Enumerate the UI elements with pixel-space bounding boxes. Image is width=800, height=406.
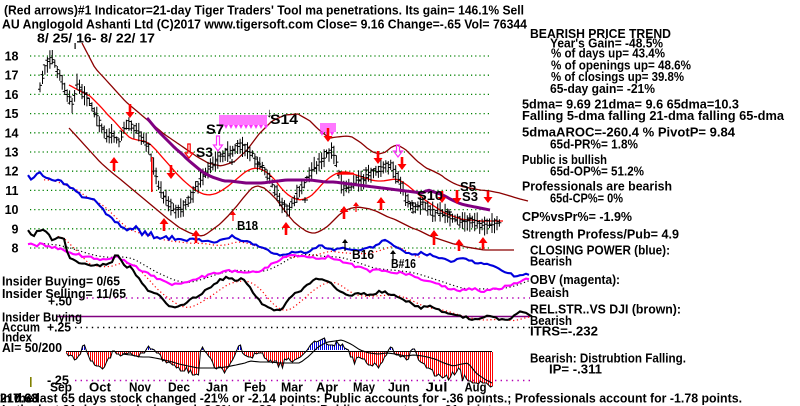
svg-text:OBV (magenta):: OBV (magenta): [530,273,620,287]
svg-text:Insider Buying: Insider Buying [2,311,82,325]
svg-text:Falling 5-dma falling 21-dma f: Falling 5-dma falling 21-dma falling 65-… [522,109,785,123]
svg-text:Professionals are bearish: Professionals are bearish [522,180,672,194]
svg-text:Jul: Jul [426,381,448,395]
svg-text:-.25: -.25 [47,374,69,388]
svg-text:+.50: +.50 [48,295,72,309]
svg-text:Insider Selling= 11/65: Insider Selling= 11/65 [2,287,126,301]
svg-text:Bearish: Bearish [530,314,572,328]
svg-text:Aug: Aug [465,381,487,395]
svg-text:% of days up= 43.4%: % of days up= 43.4% [551,47,665,61]
svg-text:Mar: Mar [281,381,303,395]
svg-text:Nov: Nov [129,381,151,395]
svg-text:Beaish: Beaish [530,286,569,300]
svg-text:S10: S10 [417,189,443,203]
svg-text:B18: B18 [237,219,258,233]
svg-text:12: 12 [5,165,19,179]
svg-text:13: 13 [5,146,19,160]
svg-text:Jan: Jan [206,381,228,395]
svg-text:18: 18 [5,50,19,64]
svg-text:7.68: 7.68 [13,391,39,406]
svg-text:↓: ↓ [266,105,273,120]
svg-text:8: 8 [12,242,19,256]
svg-text:16: 16 [5,88,19,102]
svg-text:Insider Buying= 0/65: Insider Buying= 0/65 [2,275,120,289]
svg-text:Jun: Jun [388,381,410,395]
svg-text:S14: S14 [270,112,299,127]
svg-text:CP%vsPr%= -1.9%: CP%vsPr%= -1.9% [522,210,632,224]
svg-text:Strength Profess/Pub= 4.9: Strength Profess/Pub= 4.9 [522,228,679,242]
svg-text:210.63: 210.63 [0,391,38,406]
svg-text:AI= 50/200: AI= 50/200 [2,341,62,355]
svg-text:In the last 65 days stock chan: In the last 65 days stock changed -21% o… [0,391,742,406]
svg-text:Accum: Accum [2,321,40,335]
svg-text:Public is bullish: Public is bullish [522,153,607,167]
svg-text:% of closings up= 39.8%: % of closings up= 39.8% [551,70,684,84]
svg-text:May: May [353,381,375,395]
svg-text:+.25: +.25 [47,321,71,335]
svg-text:5dma= 9.69 21dma= 9.6 65dma=10: 5dma= 9.69 21dma= 9.6 65dma=10.3 [522,98,739,112]
svg-text:Sep: Sep [50,381,72,395]
svg-text:ITRS=-.232: ITRS=-.232 [530,325,598,339]
svg-text:Oct: Oct [89,381,112,395]
svg-text:Apr: Apr [316,381,338,395]
svg-text:Bearish: Distrubtion Falling.: Bearish: Distrubtion Falling. [530,352,686,366]
svg-text:B#16: B#16 [391,257,416,271]
svg-text:Index: Index [2,331,32,345]
svg-text:11: 11 [5,184,18,198]
svg-text:10: 10 [5,203,19,217]
svg-text:Bearish: Bearish [530,255,572,269]
svg-text:AU Anglogold Ashanti Ltd (C): AU Anglogold Ashanti Ltd (C)2017 www.tig… [2,17,528,32]
svg-text:BEARISH PRICE TREND: BEARISH PRICE TREND [530,27,671,41]
svg-text:(Red arrows)#1 Indicator=21-da: (Red arrows)#1 Indicator=21-day Tiger Tr… [4,3,524,18]
svg-text:In the last 21 days stock chan: In the last 21 days stock changed -8.3% … [2,402,502,406]
svg-text:65d-CP%= 0%: 65d-CP%= 0% [550,192,623,206]
svg-text:65d-PR%= 1.8%: 65d-PR%= 1.8% [550,138,638,152]
svg-text:15: 15 [5,107,19,121]
svg-text:Dec: Dec [168,381,190,395]
svg-text:REL.STR..VS DJI (brown):: REL.STR..VS DJI (brown): [530,303,681,317]
svg-text:65-day gain= -21%: 65-day gain= -21% [550,82,655,96]
svg-text:14: 14 [5,126,19,140]
svg-text:Year's Gain= -48.5%: Year's Gain= -48.5% [550,37,663,51]
svg-text:65d-OP%= 51.2%: 65d-OP%= 51.2% [550,165,644,179]
svg-text:Feb: Feb [244,381,266,395]
svg-text:S3: S3 [462,190,478,204]
svg-text:CLOSING POWER (blue):: CLOSING POWER (blue): [530,244,670,258]
svg-text:% of openings up= 48.6%: % of openings up= 48.6% [551,59,691,73]
svg-text:5dmaAROC=-260.4 % PivotP= 9.8: 5dmaAROC=-260.4 % PivotP= 9.84 [522,126,735,140]
svg-text:B16: B16 [352,248,374,262]
svg-text:8/ 25/ 16- 8/ 22/ 17: 8/ 25/ 16- 8/ 22/ 17 [37,31,155,46]
svg-text:S5: S5 [460,180,476,194]
svg-text:9: 9 [12,222,19,236]
svg-text:S7: S7 [206,122,224,137]
svg-text:S3: S3 [196,145,214,160]
svg-text:IP= -.311: IP= -.311 [549,363,602,377]
svg-text:17: 17 [5,69,19,83]
